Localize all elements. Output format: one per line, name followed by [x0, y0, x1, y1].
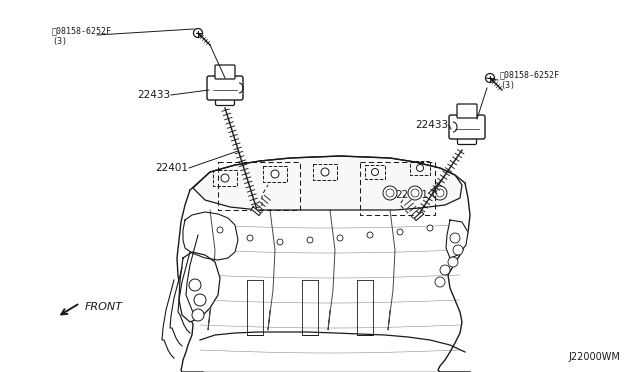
FancyBboxPatch shape: [449, 115, 485, 139]
Circle shape: [417, 164, 424, 171]
Text: J22000WM: J22000WM: [568, 352, 620, 362]
Text: 22401: 22401: [395, 190, 428, 200]
Circle shape: [436, 189, 444, 197]
Circle shape: [189, 279, 201, 291]
Circle shape: [448, 257, 458, 267]
Circle shape: [427, 225, 433, 231]
Circle shape: [450, 233, 460, 243]
Text: 22433: 22433: [415, 120, 448, 130]
Circle shape: [440, 265, 450, 275]
Polygon shape: [446, 220, 468, 258]
Circle shape: [321, 168, 329, 176]
Polygon shape: [179, 252, 220, 322]
Text: FRONT: FRONT: [85, 302, 123, 312]
FancyBboxPatch shape: [216, 89, 234, 106]
Text: 22433: 22433: [137, 90, 170, 100]
Circle shape: [217, 227, 223, 233]
Circle shape: [408, 186, 422, 200]
Circle shape: [337, 235, 343, 241]
Circle shape: [277, 239, 283, 245]
Circle shape: [367, 232, 373, 238]
Text: 08158-6252F
(3): 08158-6252F (3): [52, 26, 112, 46]
Circle shape: [271, 170, 279, 178]
Circle shape: [371, 169, 378, 176]
Circle shape: [221, 174, 229, 182]
Circle shape: [247, 235, 253, 241]
Circle shape: [397, 229, 403, 235]
Text: 08158-6252F
(3): 08158-6252F (3): [500, 70, 560, 90]
Circle shape: [307, 237, 313, 243]
Polygon shape: [193, 156, 462, 210]
FancyBboxPatch shape: [458, 128, 477, 144]
Circle shape: [486, 74, 495, 83]
Text: 22401: 22401: [155, 163, 188, 173]
Polygon shape: [252, 207, 261, 215]
Circle shape: [411, 189, 419, 197]
Circle shape: [386, 189, 394, 197]
Circle shape: [433, 186, 447, 200]
FancyBboxPatch shape: [207, 76, 243, 100]
FancyBboxPatch shape: [215, 65, 235, 79]
FancyBboxPatch shape: [457, 104, 477, 118]
Circle shape: [192, 309, 204, 321]
Circle shape: [194, 294, 206, 306]
Circle shape: [453, 245, 463, 255]
Polygon shape: [414, 212, 424, 221]
Circle shape: [193, 29, 202, 38]
Circle shape: [383, 186, 397, 200]
Circle shape: [435, 277, 445, 287]
Polygon shape: [183, 212, 238, 260]
